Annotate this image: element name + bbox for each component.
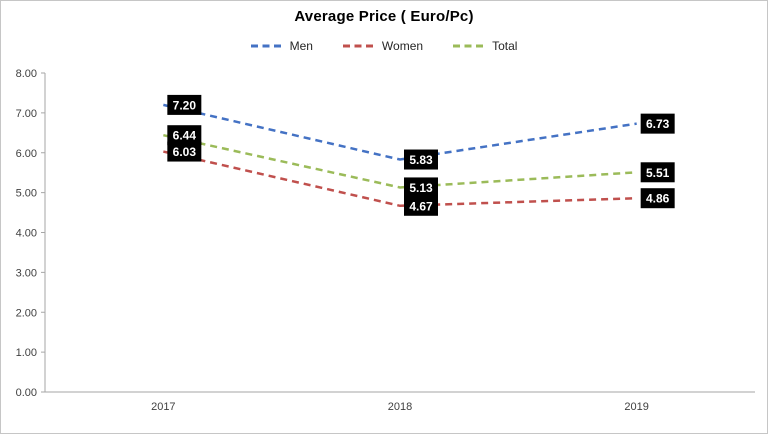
data-label-value-men: 5.83 (409, 153, 433, 167)
series-line-total (163, 133, 637, 189)
data-label-value-total: 5.51 (646, 166, 670, 180)
data-label-box-total (404, 177, 438, 198)
y-axis-tick-label: 5.00 (16, 188, 37, 200)
legend-dash-icon (342, 44, 375, 48)
y-axis-tick-label: 3.00 (16, 267, 37, 279)
legend-label-women: Women (381, 39, 424, 53)
y-axis-tick-label: 1.00 (16, 347, 37, 359)
legend: Men Women Total (1, 39, 767, 53)
legend-label-total: Total (492, 39, 518, 53)
y-axis-tick-label: 8.00 (16, 68, 37, 80)
x-axis-category-label: 2019 (624, 401, 648, 413)
data-label-value-women: 6.03 (173, 145, 197, 159)
x-axis-category-label: 2018 (388, 401, 412, 413)
data-label-value-men: 7.20 (173, 98, 197, 112)
legend-dash-icon (250, 44, 283, 48)
data-label-box-men (167, 94, 202, 115)
y-axis-tick-label: 6.00 (16, 148, 37, 160)
data-label-box-women (640, 188, 675, 209)
data-label-value-men: 6.73 (646, 117, 670, 131)
chart-title: Average Price ( Euro/Pc) (294, 8, 474, 25)
legend-item-women: Women (342, 39, 424, 53)
y-axis-tick-label: 4.00 (16, 228, 37, 240)
data-label-value-women: 4.67 (409, 199, 433, 213)
legend-item-men: Men (250, 39, 313, 53)
x-axis-category-label: 2017 (151, 401, 175, 413)
legend-label-men: Men (289, 39, 313, 53)
y-axis-tick-label: 0.00 (16, 387, 37, 399)
legend-item-total: Total (453, 39, 517, 53)
series-line-men (163, 103, 637, 161)
data-label-box-women (167, 141, 202, 162)
data-label-box-men (640, 113, 675, 134)
data-label-box-men (404, 149, 438, 170)
y-axis-tick-label: 7.00 (16, 108, 37, 120)
data-label-value-women: 4.86 (646, 192, 670, 206)
data-label-value-total: 5.13 (409, 181, 433, 195)
data-label-box-total (167, 125, 202, 146)
legend-dash-icon (453, 44, 486, 48)
series-line-women (163, 150, 637, 208)
data-label-value-total: 6.44 (173, 129, 197, 143)
data-label-box-total (640, 162, 675, 183)
y-axis-tick-label: 2.00 (16, 307, 37, 319)
data-label-box-women (404, 195, 438, 216)
